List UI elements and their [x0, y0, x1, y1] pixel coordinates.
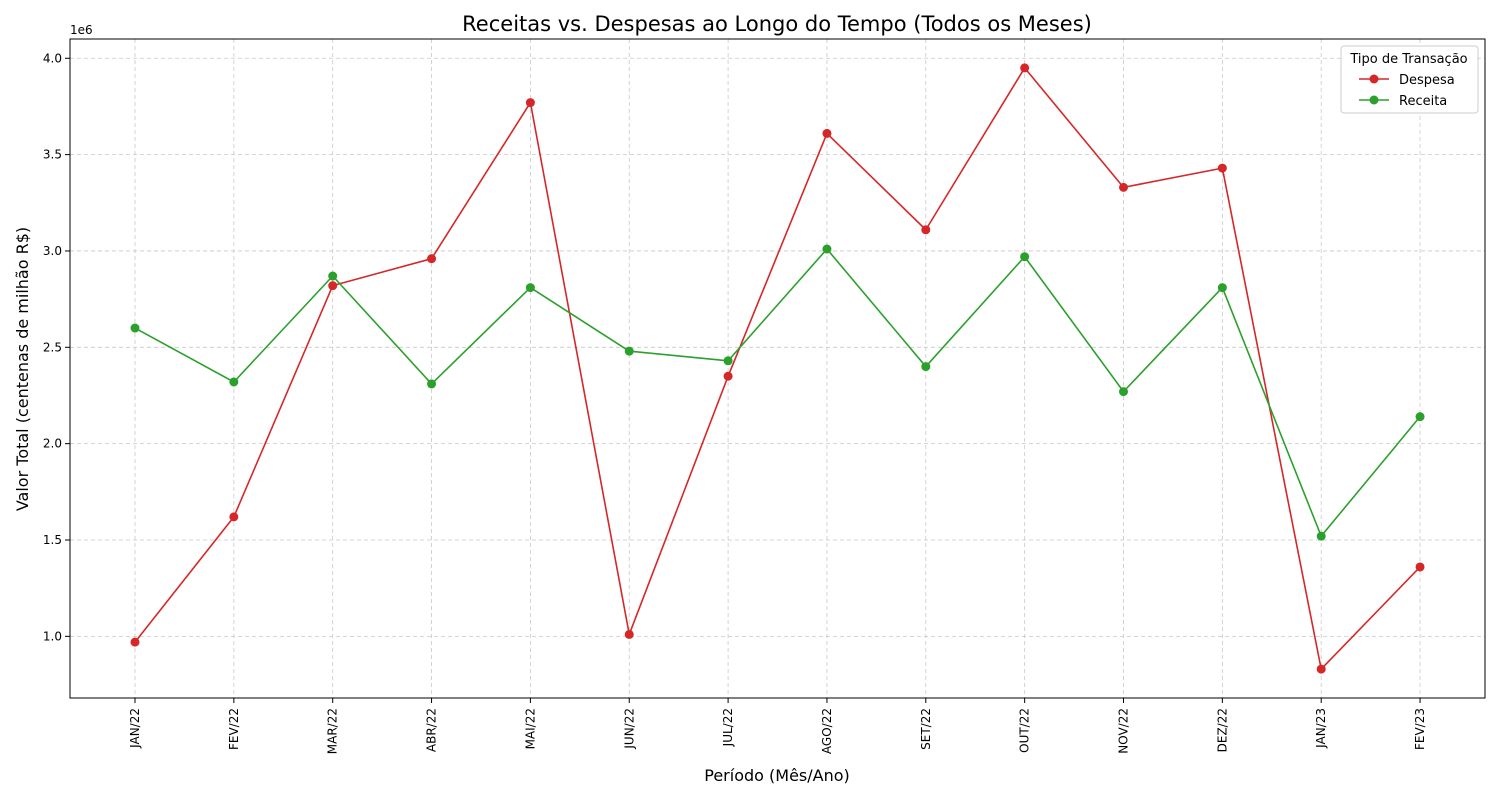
data-point-despesa	[1217, 163, 1227, 173]
x-tick-label: FEV/23	[1413, 708, 1427, 750]
data-point-receita	[822, 244, 832, 254]
x-tick-label: ABR/22	[425, 708, 439, 752]
x-tick-label: OUT/22	[1018, 708, 1032, 753]
data-point-receita	[1217, 283, 1227, 293]
legend-title: Tipo de Transação	[1349, 52, 1467, 67]
data-point-receita	[229, 377, 239, 387]
legend: Tipo de Transação Despesa Receita	[1340, 45, 1479, 114]
x-axis-title: Período (Mês/Ano)	[704, 766, 850, 785]
data-point-despesa	[427, 254, 437, 264]
data-point-receita	[921, 362, 931, 372]
data-point-receita	[1119, 387, 1128, 397]
x-tick-label: DEZ/22	[1215, 708, 1229, 752]
data-point-despesa	[822, 128, 832, 138]
data-point-despesa	[130, 637, 140, 647]
y-tick-label: 2.5	[43, 340, 62, 354]
data-point-despesa	[723, 371, 733, 381]
data-point-despesa	[229, 512, 239, 522]
data-point-receita	[1316, 531, 1326, 541]
x-tick-label: JAN/23	[1314, 708, 1328, 749]
data-point-receita	[427, 379, 437, 389]
x-tick-label: SET/22	[919, 708, 933, 750]
data-point-receita	[624, 346, 634, 356]
data-point-receita	[525, 283, 535, 293]
data-point-receita	[1020, 252, 1030, 262]
x-tick-label: MAI/22	[523, 708, 537, 749]
plot-frame	[69, 38, 1486, 699]
series-line-despesa	[134, 67, 1421, 670]
x-tick-label: FEV/22	[227, 708, 241, 750]
data-point-receita	[1415, 412, 1425, 422]
data-point-receita	[328, 271, 338, 281]
series-receita	[130, 244, 1425, 541]
data-point-receita	[723, 356, 733, 366]
data-point-despesa	[624, 629, 634, 639]
x-tick-label: AGO/22	[820, 708, 834, 754]
y-tick-label: 1.5	[43, 533, 62, 547]
x-tick-label: MAR/22	[326, 708, 340, 754]
data-point-despesa	[328, 281, 338, 291]
legend-marker-receita	[1369, 95, 1379, 105]
legend-label-despesa: Despesa	[1399, 73, 1455, 88]
legend-item-receita: Receita	[1359, 94, 1447, 109]
legend-items: Despesa Receita	[1359, 73, 1455, 109]
data-point-receita	[130, 323, 140, 333]
x-tick-label: JUN/22	[622, 708, 636, 750]
series-line-receita	[134, 248, 1421, 537]
legend-label-receita: Receita	[1399, 94, 1447, 109]
y-tick-label: 3.0	[43, 244, 62, 258]
data-point-despesa	[525, 98, 535, 108]
y-tick-label: 1.0	[43, 629, 62, 643]
series-layer	[130, 63, 1425, 674]
y-offset-label: 1e6	[70, 23, 93, 37]
x-tick-label: JUL/22	[721, 708, 735, 747]
legend-marker-despesa	[1369, 74, 1379, 84]
x-tick-label: NOV/22	[1117, 708, 1131, 754]
chart-title: Receitas vs. Despesas ao Longo do Tempo …	[462, 12, 1092, 36]
data-point-despesa	[1020, 63, 1030, 73]
data-point-despesa	[1316, 664, 1326, 674]
data-point-despesa	[1415, 562, 1425, 572]
legend-item-despesa: Despesa	[1359, 73, 1455, 88]
y-axis-title: Valor Total (centenas de milhão R$)	[13, 227, 32, 511]
x-axis: JAN/22 FEV/22 MAR/22 ABR/22 MAI/22 JUN/22 JUL/…	[128, 698, 1427, 754]
data-point-despesa	[1119, 182, 1128, 192]
series-despesa	[130, 63, 1425, 674]
x-tick-label: JAN/22	[128, 708, 142, 749]
data-point-despesa	[921, 225, 931, 235]
y-tick-label: 4.0	[43, 51, 62, 65]
y-axis: 1.0 1.5 2.0 2.5 3.0 3.5 4.0	[43, 51, 70, 643]
y-tick-label: 2.0	[43, 437, 62, 451]
y-tick-label: 3.5	[43, 148, 62, 162]
